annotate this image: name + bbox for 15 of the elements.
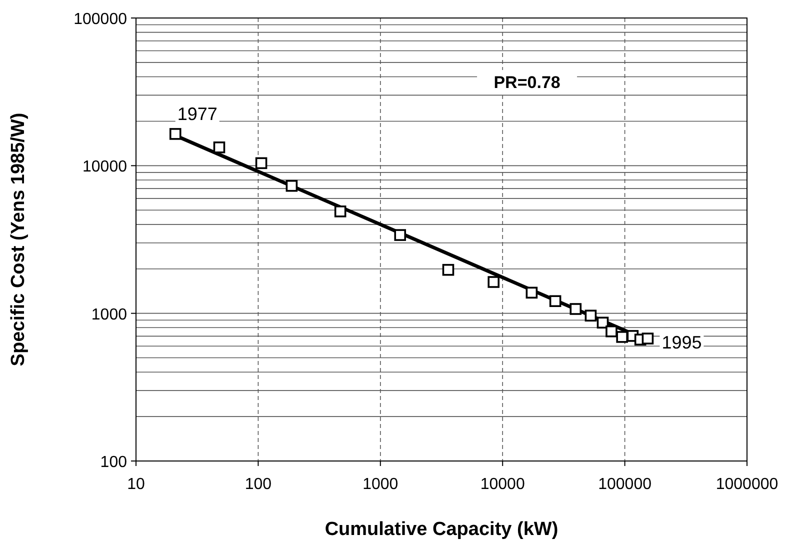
annotation: PR=0.78 [494, 73, 560, 92]
x-tick-label: 10 [127, 476, 145, 493]
x-tick-label: 100 [244, 476, 272, 493]
y-axis-title: Specific Cost (Yens 1985/W) [8, 112, 29, 366]
y-tick-label: 100 [100, 454, 128, 471]
y-tick-label: 10000 [82, 158, 128, 176]
x-tick-label: 1000 [362, 476, 398, 493]
y-tick-label: 100000 [74, 11, 128, 28]
x-tick-label: 100000 [598, 476, 652, 493]
annotation: 1995 [662, 332, 702, 353]
x-tick-label: 1000000 [716, 476, 778, 493]
y-tick-label: 1000 [91, 306, 128, 324]
annotation: 1977 [177, 104, 218, 124]
x-tick-label: 10000 [480, 476, 525, 493]
x-axis-title: Cumulative Capacity (kW) [324, 519, 558, 540]
